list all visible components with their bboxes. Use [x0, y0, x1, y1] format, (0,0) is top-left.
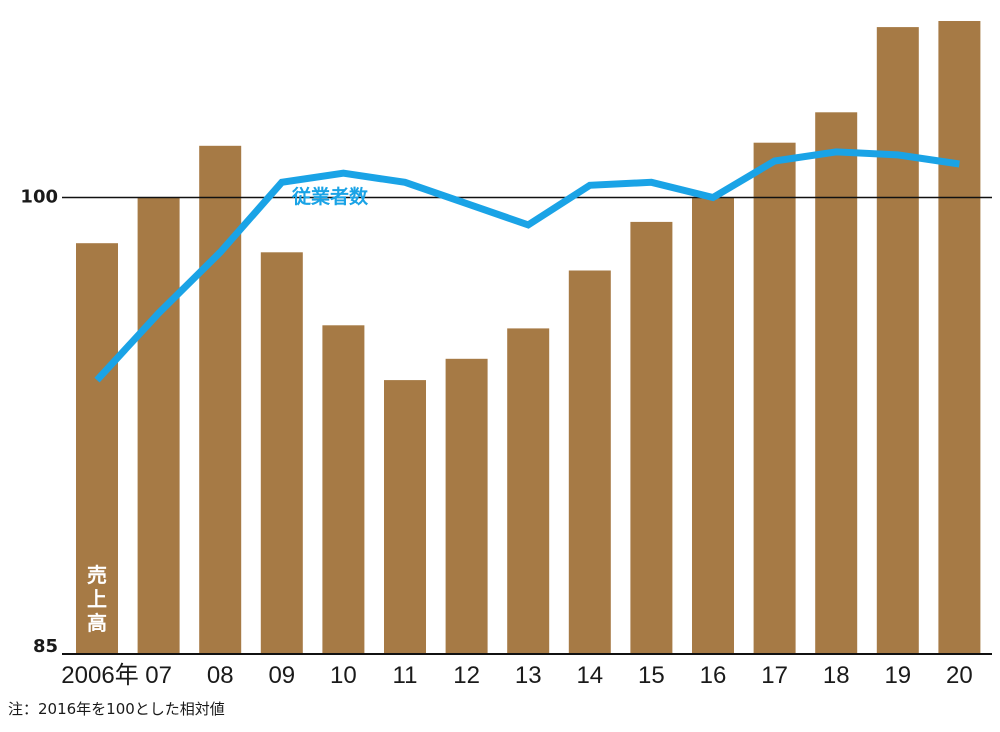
x-tick-08: 08 [207, 662, 234, 689]
x-tick-09: 09 [268, 662, 295, 689]
x-tick-2006年: 2006年 [61, 662, 138, 689]
x-tick-20: 20 [946, 662, 973, 689]
bar-09 [260, 252, 303, 655]
bar-10 [322, 325, 365, 654]
x-tick-19: 19 [884, 662, 911, 689]
x-tick-12: 12 [453, 662, 480, 689]
bar-series-label-char: 高 [87, 611, 107, 635]
bar-20 [938, 21, 981, 654]
x-tick-13: 13 [515, 662, 542, 689]
bar-12 [445, 358, 488, 654]
x-tick-11: 11 [393, 662, 418, 689]
bar-11 [384, 380, 426, 654]
x-axis-ticks: 2006年 07 08 09 10 11 12 13 14 15 16 17 18 19 20 [61, 662, 972, 689]
bar-series-label-char: 上 [87, 587, 107, 611]
bar-18 [815, 112, 858, 655]
bar-14 [568, 270, 611, 654]
x-tick-17: 17 [761, 662, 788, 689]
bar-07 [137, 197, 180, 654]
y-axis-ticks: 85 100 [20, 187, 58, 657]
bar-series [76, 21, 981, 655]
chart-note: 注：2016年を100とした相対値 [8, 700, 225, 718]
bar-2006年 [76, 243, 118, 654]
x-tick-16: 16 [700, 662, 727, 689]
bar-15 [630, 221, 673, 654]
bar-08 [199, 145, 242, 655]
bar-19 [876, 27, 919, 655]
x-tick-15: 15 [638, 662, 665, 689]
y-tick-100: 100 [20, 187, 58, 208]
x-tick-18: 18 [823, 662, 850, 689]
x-tick-10: 10 [330, 662, 357, 689]
y-tick-85: 85 [33, 636, 58, 657]
bar-17 [753, 142, 796, 654]
bar-16 [692, 197, 734, 654]
bar-series-label-char: 売 [87, 563, 107, 587]
bar-series-label: 売上高 [87, 563, 107, 635]
bar-13 [507, 328, 550, 654]
x-tick-14: 14 [576, 662, 603, 689]
line-series-label: 従業者数 [291, 185, 369, 208]
x-tick-07: 07 [145, 662, 172, 689]
line-series [94, 148, 960, 383]
